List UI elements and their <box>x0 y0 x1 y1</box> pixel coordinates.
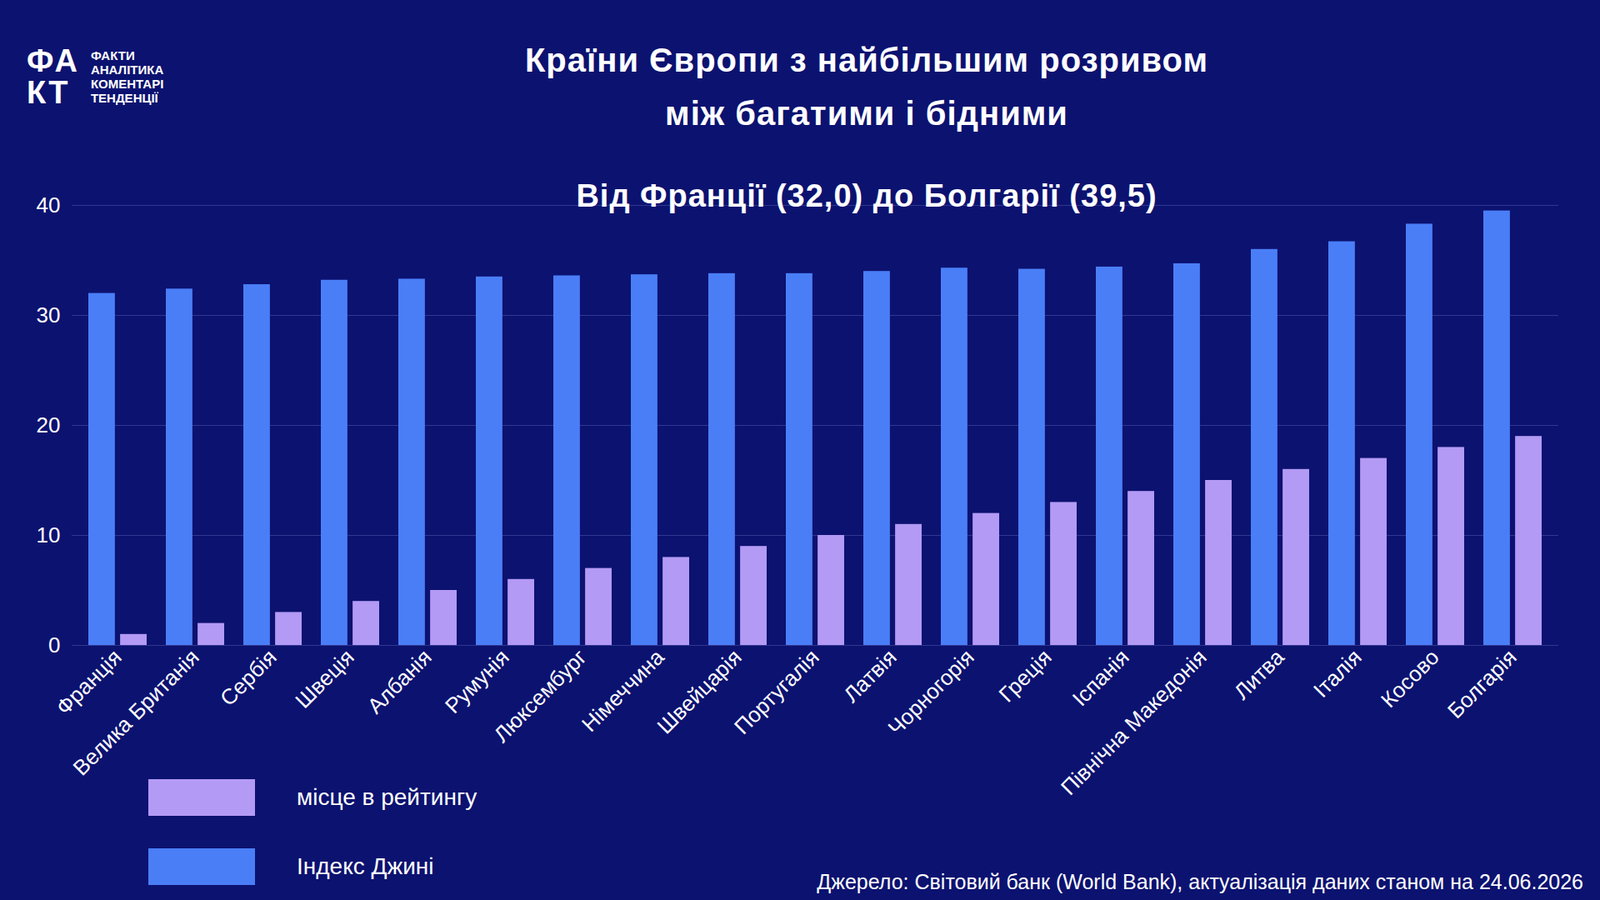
html-text:ФА КТ: ФА КТ <box>26 43 80 110</box>
html-text:Країни Європи з найбільшим роз: Країни Європи з найбільшим розривом між … <box>524 41 1209 132</box>
svg-text:0: 0 <box>48 632 60 658</box>
svg-text:Іспанія: Іспанія <box>1067 644 1135 711</box>
svg-text:Албанія: Албанія <box>362 644 437 719</box>
svg-text:Німеччина: Німеччина <box>576 644 669 737</box>
svg-text:Греція: Греція <box>993 644 1056 707</box>
svg-text:40: 40 <box>36 192 61 218</box>
svg-text:Велика Британія: Велика Британія <box>68 644 205 780</box>
svg-text:Португалія: Португалія <box>729 644 825 740</box>
svg-text:Швейцарія: Швейцарія <box>652 644 747 739</box>
svg-text:Чорногорія: Чорногорія <box>883 644 980 740</box>
svg-text:Франція: Франція <box>50 644 126 720</box>
svg-text:Сербія: Сербія <box>215 644 282 711</box>
html-text:Джерело: Світовий банк (World: Джерело: Світовий банк (World Bank), акт… <box>816 870 1584 894</box>
svg-text:Болгарія: Болгарія <box>1442 644 1522 724</box>
html-text:місце в рейтингу: місце в рейтингу <box>296 784 477 810</box>
html-text:Від Франції (32,0) до Болгарії: Від Франції (32,0) до Болгарії (39,5) <box>576 178 1158 214</box>
svg-text:20: 20 <box>36 412 61 438</box>
svg-text:Північна Македонія: Північна Македонія <box>1055 644 1212 800</box>
html-text:КОМЕНТАРІ: КОМЕНТАРІ <box>90 76 164 91</box>
svg-text:Литва: Литва <box>1229 644 1290 705</box>
html-text:ФАКТИ: ФАКТИ <box>90 48 135 63</box>
svg-text:Косово: Косово <box>1375 644 1445 713</box>
svg-text:Швеція: Швеція <box>290 644 359 713</box>
svg-text:30: 30 <box>36 302 61 328</box>
svg-text:Італія: Італія <box>1308 644 1367 703</box>
svg-text:Румунія: Румунія <box>440 644 515 719</box>
svg-text:Люксембург: Люксембург <box>488 644 591 747</box>
svg-text:Латвія: Латвія <box>838 644 901 707</box>
html-text:ТЕНДЕНЦІЇ: ТЕНДЕНЦІЇ <box>90 90 159 105</box>
svg-text:10: 10 <box>36 522 61 548</box>
html-text:АНАЛІТИКА: АНАЛІТИКА <box>90 62 164 77</box>
html-text:Індекс Джині: Індекс Джині <box>296 853 434 880</box>
